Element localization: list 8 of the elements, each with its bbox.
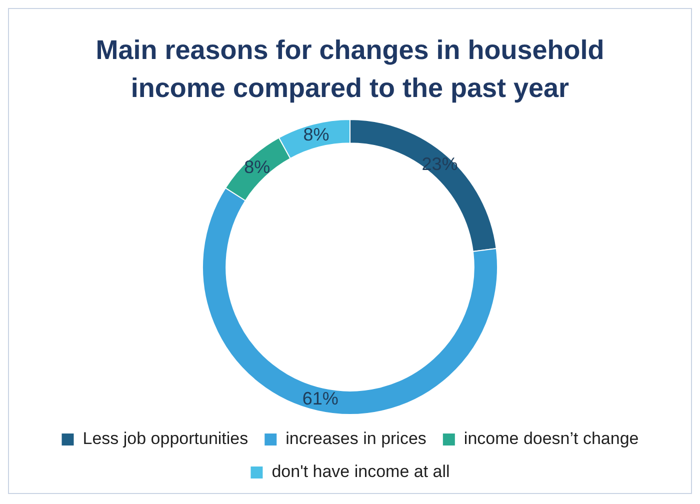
data-label: 8% [303,124,330,145]
legend-label: Less job opportunities [82,429,248,448]
legend-label: increases in prices [286,429,426,448]
data-label: 61% [302,388,338,408]
chart-title: Main reasons for changes in household income compared to the past year [94,34,606,105]
legend-label: don't have income at all [272,462,450,482]
legend-label: income doesn’t change [464,429,639,448]
data-label: 8% [244,157,270,178]
